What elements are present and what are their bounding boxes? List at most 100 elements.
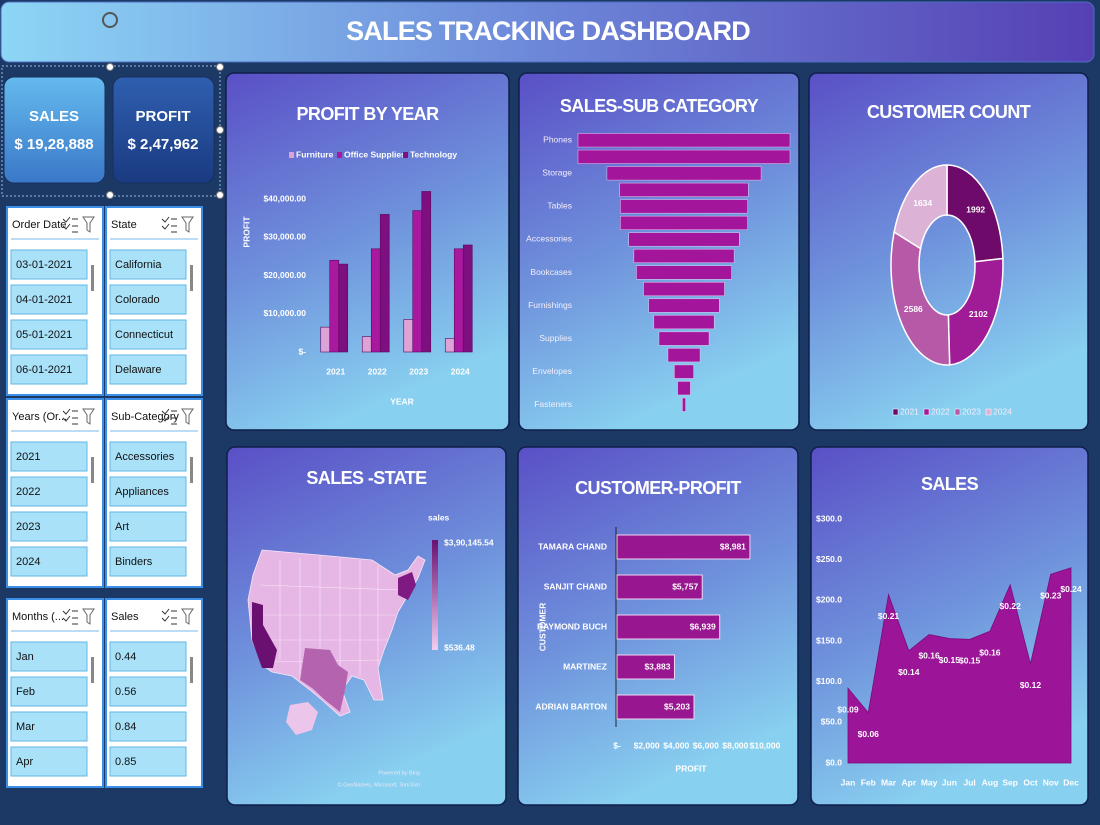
- bar: [444, 338, 455, 353]
- y-tick-label: $30,000.00: [263, 232, 306, 242]
- data-label: $5,203: [664, 701, 690, 711]
- map-region: [252, 602, 277, 668]
- chart-title: SALES-SUB CATEGORY: [560, 96, 759, 116]
- bar: [403, 319, 414, 353]
- scrollbar[interactable]: [91, 657, 94, 683]
- multi-select-icon[interactable]: [62, 216, 78, 233]
- slicer-item-label: Accessories: [115, 451, 175, 463]
- slicer-item[interactable]: [109, 249, 187, 280]
- slicer-item[interactable]: [10, 319, 88, 350]
- slicer-item[interactable]: [109, 511, 187, 542]
- funnel-bar: [619, 182, 749, 197]
- slicer-title: Years (Or...: [12, 411, 67, 423]
- scrollbar[interactable]: [190, 657, 193, 683]
- x-tick-label: Sep: [1002, 777, 1018, 787]
- kpi-value: $ 2,47,962: [128, 136, 199, 153]
- chart-title: CUSTOMER-PROFIT: [575, 478, 741, 498]
- slicer-item[interactable]: [109, 476, 187, 507]
- slicer-item[interactable]: [10, 546, 88, 577]
- funnel-bar: [643, 282, 725, 297]
- clear-filter-icon[interactable]: [181, 608, 194, 625]
- kpi-label: SALES: [29, 108, 79, 125]
- multi-select-icon[interactable]: [161, 608, 177, 625]
- category-label: RAYMOND BUCH: [537, 621, 607, 631]
- slicer-item-label: Mar: [16, 721, 35, 733]
- slicer-item[interactable]: [10, 511, 88, 542]
- multi-select-icon[interactable]: [62, 608, 78, 625]
- category-label: Envelopes: [532, 366, 572, 376]
- resize-handle: [216, 126, 224, 134]
- slicer-item[interactable]: [109, 746, 187, 777]
- data-label: $0.22: [1000, 601, 1022, 611]
- data-label: $0.06: [858, 729, 880, 739]
- data-label: $0.16: [918, 651, 940, 661]
- x-tick-label: $2,000: [634, 740, 660, 750]
- legend-label: 2022: [931, 406, 950, 416]
- donut-slice: [893, 164, 948, 250]
- slicer-item-label: 2024: [16, 556, 40, 568]
- map-attribution: Powered by Bing: [378, 770, 420, 776]
- slicer-item[interactable]: [109, 441, 187, 472]
- slicer-item[interactable]: [109, 546, 187, 577]
- multi-select-icon[interactable]: [161, 408, 177, 425]
- donut-slice: [947, 257, 1004, 366]
- multi-select-icon[interactable]: [161, 216, 177, 233]
- multi-select-icon[interactable]: [62, 408, 78, 425]
- bar: [370, 248, 381, 353]
- funnel-bar: [633, 248, 735, 263]
- slicer-item[interactable]: [10, 249, 88, 280]
- slicer-item[interactable]: [10, 441, 88, 472]
- slicer-item-label: 0.44: [115, 651, 136, 663]
- x-tick-label: Apr: [901, 777, 916, 787]
- slicer-item[interactable]: [109, 319, 187, 350]
- scrollbar[interactable]: [91, 457, 94, 483]
- slicer-item[interactable]: [10, 476, 88, 507]
- x-tick-label: $-: [613, 740, 621, 750]
- slicer-item-label: Delaware: [115, 364, 161, 376]
- clear-filter-icon[interactable]: [82, 608, 95, 625]
- clear-filter-icon[interactable]: [181, 408, 194, 425]
- slicer-title: Order Date: [12, 219, 66, 231]
- clear-filter-icon[interactable]: [82, 408, 95, 425]
- legend-label: 2023: [962, 406, 981, 416]
- slicer-item-label: 2021: [16, 451, 40, 463]
- bar: [338, 263, 349, 353]
- slicer-item[interactable]: [10, 676, 88, 707]
- clear-filter-icon[interactable]: [82, 216, 95, 233]
- clear-filter-icon[interactable]: [181, 216, 194, 233]
- slicer-item[interactable]: [10, 641, 88, 672]
- slicer-item[interactable]: [109, 711, 187, 742]
- legend-swatch: [954, 408, 961, 416]
- data-label: 1992: [966, 205, 985, 215]
- bar: [616, 534, 751, 560]
- x-tick-label: 2021: [326, 366, 345, 376]
- x-tick-label: $8,000: [722, 740, 748, 750]
- slicer-item[interactable]: [109, 676, 187, 707]
- y-tick-label: $-: [298, 346, 306, 356]
- slicer-title: Months (...: [12, 611, 64, 623]
- legend-label: 2024: [993, 406, 1012, 416]
- scrollbar[interactable]: [91, 265, 94, 291]
- slicer-item[interactable]: [10, 354, 88, 385]
- scrollbar[interactable]: [190, 265, 193, 291]
- chart-title: PROFIT BY YEAR: [297, 104, 440, 124]
- slicer-item[interactable]: [10, 746, 88, 777]
- slicer-item[interactable]: [109, 641, 187, 672]
- map-attribution: © GeoNames, Microsoft, TomTom: [338, 781, 421, 788]
- data-label: $0.15: [939, 655, 961, 665]
- y-tick-label: $0.0: [825, 757, 842, 767]
- slicer-item[interactable]: [10, 284, 88, 315]
- slicer-item[interactable]: [109, 354, 187, 385]
- data-label: $0.24: [1060, 584, 1082, 594]
- rotate-handle: [102, 12, 118, 28]
- bar: [453, 248, 464, 353]
- x-axis-label: PROFIT: [675, 763, 707, 773]
- chart-title: CUSTOMER COUNT: [867, 102, 1031, 122]
- scrollbar[interactable]: [190, 457, 193, 483]
- y-tick-label: $40,000.00: [263, 193, 306, 203]
- funnel-bar: [677, 381, 691, 396]
- map-region: [398, 572, 416, 600]
- x-tick-label: Feb: [861, 777, 876, 787]
- slicer-item[interactable]: [109, 284, 187, 315]
- slicer-item[interactable]: [10, 711, 88, 742]
